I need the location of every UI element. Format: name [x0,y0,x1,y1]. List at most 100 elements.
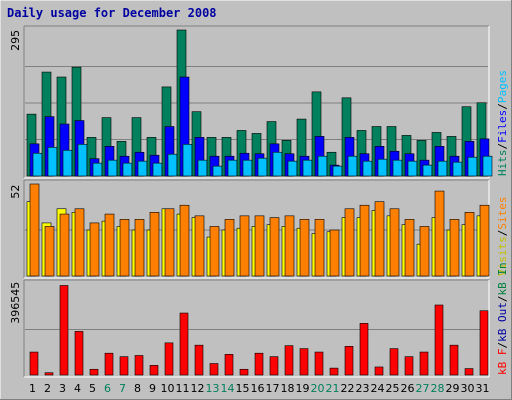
bar-sites [89,222,100,277]
bar-sites [434,190,445,277]
day-label: 25 [386,382,400,395]
bar-sites [59,213,70,277]
bar-kb-f [89,368,99,376]
chart-panels: 295Hits/Files/Pages52Visits/Sites396545k… [9,25,509,378]
series-label-part: Hits [496,150,509,177]
bar-kb-f [149,365,159,376]
panel-series-label: Visits/Sites [496,197,509,277]
series-label-part: Visits [496,236,509,276]
bar-pages [182,144,193,177]
bar-pages [152,162,163,177]
series-label-part: Files [496,110,509,143]
day-label: 21 [326,382,340,395]
bar-pages [377,158,388,177]
bar-kb-f [104,352,114,376]
bar-pages [452,161,463,177]
day-labels: 1 2 3 4 5 6 7 8 9 10 11 12 13 14 15 16 17 18 19 20 21 22 23 24 2… [29,382,490,395]
bar-sites [419,226,430,277]
bar-kb-f [299,348,309,376]
bar-kb-f [44,372,54,376]
bar-sites [314,219,325,277]
bar-pages [227,159,238,177]
bar-pages [302,159,313,177]
bar-sites [74,208,85,277]
series-label-part: kB F [496,349,509,376]
bar-kb-f [239,368,249,376]
bar-sites [164,208,175,277]
day-label: 30 [461,382,475,395]
bar-kb-f [59,285,69,376]
bar-kb-f [134,355,144,376]
series-label-part: kB Out [496,302,509,342]
bar-kb-f [224,354,234,376]
panel-series-label: Hits/Files/Pages [496,70,509,176]
bar-sites [134,219,145,277]
bar-kb-f [164,342,174,376]
bar-sites [269,217,280,277]
day-label: 8 [134,382,141,395]
series-label-part: Pages [496,70,509,103]
bar-sites [224,219,235,277]
bar-sites [344,208,355,277]
bar-sites [449,219,460,277]
panel-max-label: 52 [9,185,22,199]
day-label: 14 [221,382,235,395]
bar-sites [44,226,55,277]
series-label-part: Sites [496,197,509,230]
day-label: 13 [206,382,220,395]
day-label: 16 [251,382,265,395]
bar-kb-f [314,351,324,376]
day-label: 5 [89,382,96,395]
bar-pages [92,162,103,177]
panel-series-label: kB F/kB Out/kB In [496,262,509,375]
series-label-part: / [496,342,509,349]
day-label: 10 [161,382,175,395]
bar-pages [332,165,343,177]
bar-pages [197,159,208,177]
bar-pages [422,164,433,177]
series-label-part: / [496,230,509,237]
day-label: 15 [236,382,250,395]
bar-sites [284,215,295,277]
bar-sites [179,204,190,277]
bar-sites [464,212,475,277]
bar-pages [212,165,223,177]
day-label: 1 [29,382,36,395]
bar-kb-f [284,345,294,376]
bar-pages [347,155,358,177]
day-label: 4 [74,382,81,395]
bar-sites [209,226,220,277]
bar-sites [104,213,115,277]
day-label: 2 [44,382,51,395]
bar-sites [374,201,385,277]
panel-max-label: 295 [9,30,22,51]
bar-pages [62,149,73,177]
day-label: 22 [341,382,355,395]
day-label: 26 [401,382,415,395]
bar-pages [242,159,253,177]
day-label: 7 [119,382,126,395]
bar-kb-f [74,331,84,376]
bar-kb-f [404,356,414,376]
bar-pages [467,156,478,177]
bar-kb-f [359,323,369,376]
series-label-part: / [496,296,509,303]
bar-sites [194,215,205,277]
bar-kb-f [269,356,279,376]
day-label: 24 [371,382,385,395]
bar-kb-f [449,344,459,376]
day-label: 29 [446,382,460,395]
bar-sites [149,212,160,277]
bar-sites [239,215,250,277]
bar-pages [77,144,88,177]
bar-kb-f [344,346,354,376]
bar-pages [257,157,268,177]
bar-pages [167,153,178,177]
series-label-part: / [496,143,509,150]
bar-sites [329,229,340,277]
bar-sites [29,183,40,277]
bar-pages [137,160,148,177]
bar-pages [287,160,298,177]
